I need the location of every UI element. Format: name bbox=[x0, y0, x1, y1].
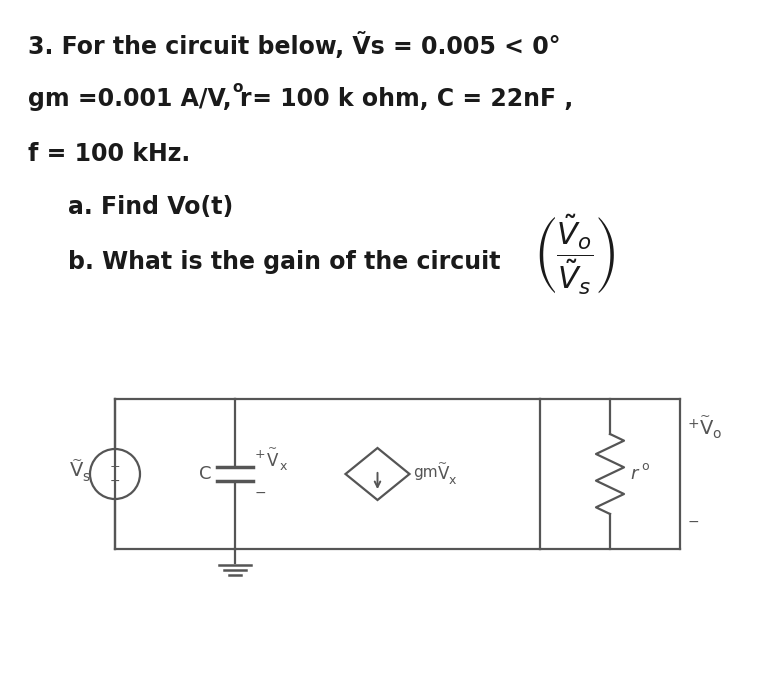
Text: gm: gm bbox=[413, 464, 438, 480]
Text: o: o bbox=[641, 460, 649, 473]
Text: x: x bbox=[280, 460, 286, 473]
Text: gm =0.001 A/V, r: gm =0.001 A/V, r bbox=[28, 87, 251, 111]
Text: $\left(\dfrac{\tilde{V}_o}{\tilde{V}_s}\right)$: $\left(\dfrac{\tilde{V}_o}{\tilde{V}_s}\… bbox=[533, 213, 615, 297]
Text: f = 100 kHz.: f = 100 kHz. bbox=[28, 142, 190, 166]
Text: a. Find Vo(t): a. Find Vo(t) bbox=[68, 195, 233, 219]
Text: x: x bbox=[448, 473, 456, 486]
Text: +: + bbox=[688, 417, 700, 431]
Text: s: s bbox=[83, 470, 89, 484]
Text: −: − bbox=[254, 486, 266, 500]
Text: b. What is the gain of the circuit: b. What is the gain of the circuit bbox=[68, 250, 500, 274]
Text: −: − bbox=[688, 515, 700, 529]
Text: V: V bbox=[267, 452, 279, 470]
Text: V: V bbox=[700, 418, 714, 438]
Text: o: o bbox=[232, 80, 242, 95]
Text: ~: ~ bbox=[700, 409, 711, 423]
Text: V: V bbox=[438, 465, 449, 483]
Text: −: − bbox=[110, 475, 120, 488]
Text: o: o bbox=[712, 427, 720, 441]
Text: +: + bbox=[110, 460, 120, 473]
Text: +: + bbox=[254, 449, 265, 462]
Text: r: r bbox=[630, 465, 637, 483]
Text: ~: ~ bbox=[72, 453, 83, 466]
Text: ~: ~ bbox=[438, 459, 447, 469]
Text: 3. For the circuit below, Ṽs = 0.005 < 0°: 3. For the circuit below, Ṽs = 0.005 < 0… bbox=[28, 32, 561, 59]
Text: V: V bbox=[70, 460, 84, 480]
Text: ~: ~ bbox=[268, 444, 277, 454]
Text: C: C bbox=[199, 465, 212, 483]
Text: = 100 k ohm, C = 22nF ,: = 100 k ohm, C = 22nF , bbox=[244, 87, 573, 111]
